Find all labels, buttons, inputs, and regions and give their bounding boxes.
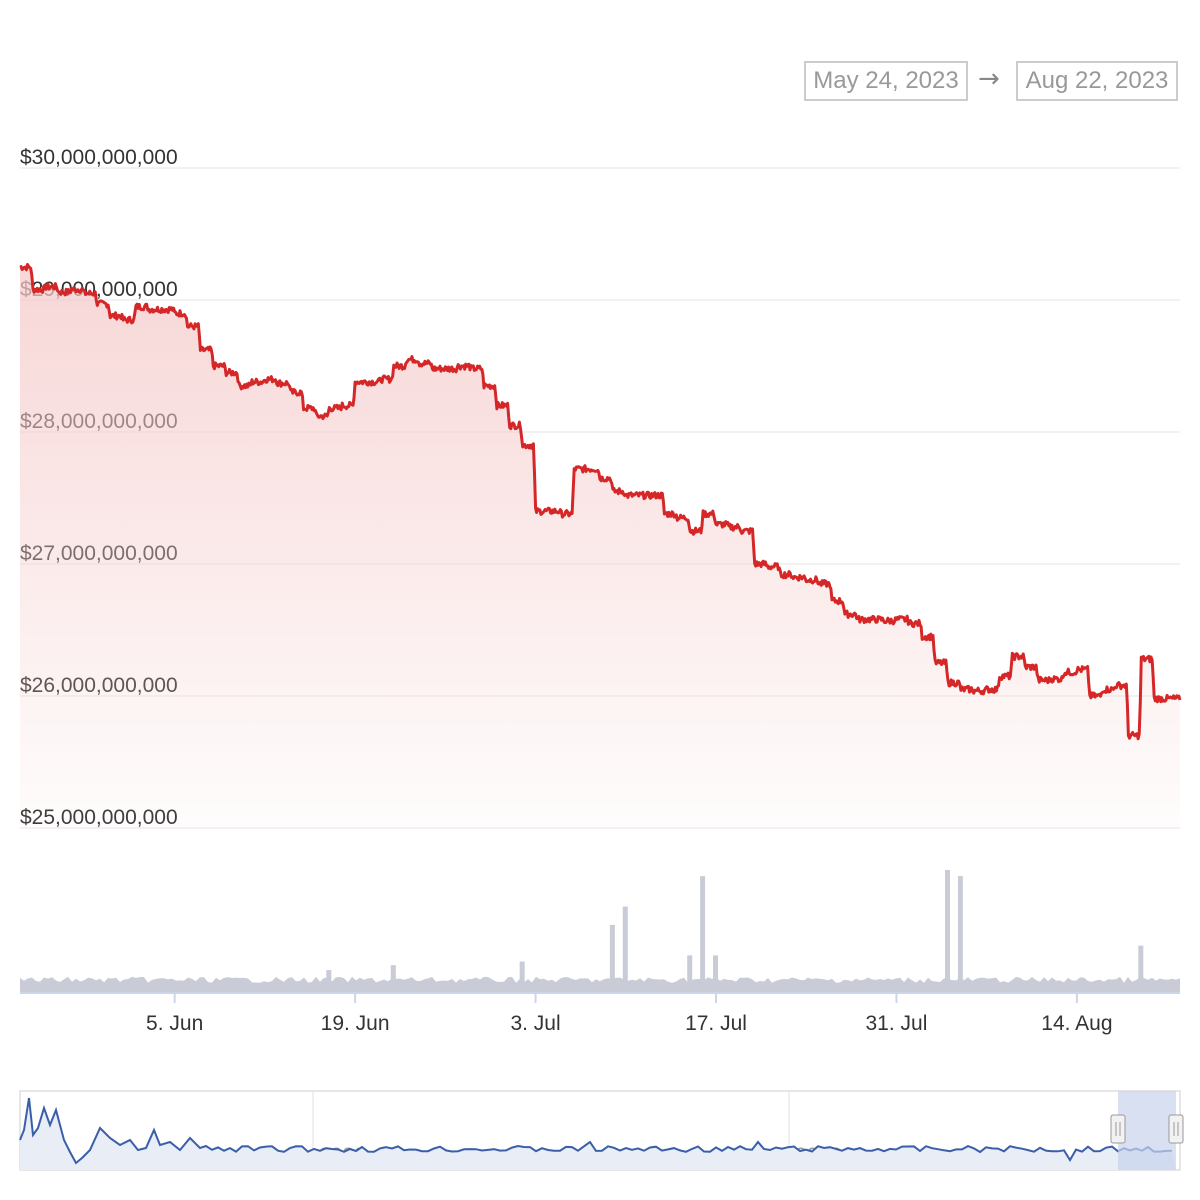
volume-bar — [390, 965, 396, 992]
range-to-input[interactable]: Aug 22, 2023 — [1016, 61, 1178, 101]
range-from-input[interactable]: May 24, 2023 — [804, 61, 968, 101]
x-tick-label: 3. Jul — [510, 1012, 560, 1035]
x-tick-label: 14. Aug — [1041, 1012, 1112, 1035]
x-tick-label: 31. Jul — [866, 1012, 928, 1035]
x-tick-label: 5. Jun — [146, 1012, 203, 1035]
volume-bar — [945, 870, 950, 992]
volume-bar — [326, 970, 332, 992]
volume-area — [20, 976, 1180, 992]
volume-bar — [713, 955, 718, 992]
volume-bar — [609, 924, 615, 992]
y-tick-label: $30,000,000,000 — [20, 146, 178, 169]
navigator-handle[interactable] — [1168, 1114, 1184, 1144]
volume-bar — [1138, 945, 1144, 992]
navigator-selected-range[interactable] — [1118, 1091, 1176, 1170]
volume-bar — [519, 961, 525, 992]
x-tick-label: 19. Jun — [321, 1012, 390, 1035]
range-arrow-icon: → — [978, 64, 1000, 94]
x-tick-label: 17. Jul — [685, 1012, 747, 1035]
navigator-line — [19, 1097, 1173, 1165]
volume-bar — [957, 876, 963, 992]
volume-bar — [700, 876, 706, 992]
series-area — [20, 264, 1180, 828]
navigator-handle[interactable] — [1110, 1114, 1126, 1144]
volume-bar — [687, 955, 693, 992]
series-line — [19, 263, 1182, 741]
volume-bar — [622, 906, 628, 992]
